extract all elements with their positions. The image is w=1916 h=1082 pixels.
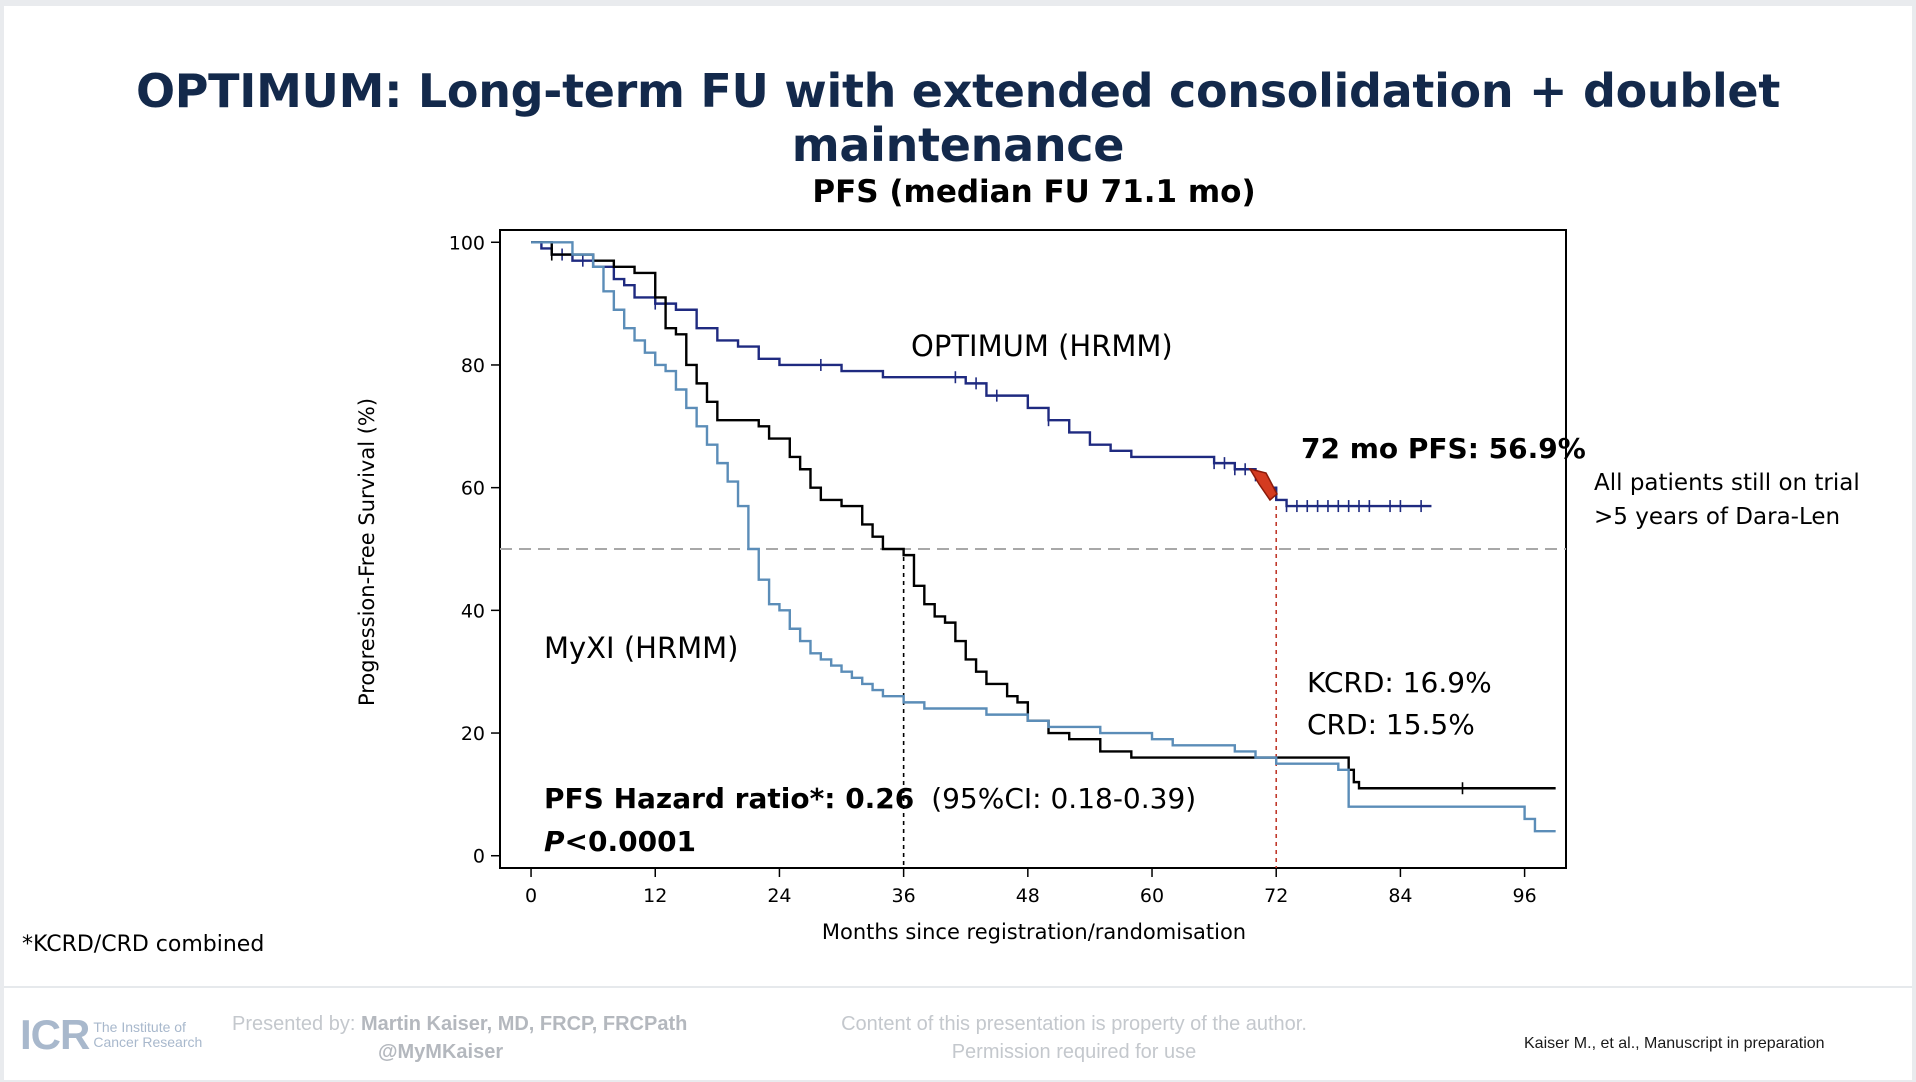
p-value: P<0.0001 — [544, 825, 696, 858]
property-notice: Content of this presentation is property… — [794, 1010, 1354, 1066]
y-tick-label-60: 60 — [461, 478, 485, 500]
x-tick-label-36: 36 — [892, 885, 916, 907]
km-curve-optimum-hrmm — [531, 241, 1432, 508]
x-tick-label-0: 0 — [525, 885, 537, 907]
side-note-line1: All patients still on trial — [1594, 470, 1860, 496]
institute-line1: The Institute of — [93, 1019, 186, 1035]
presenter-name: Martin Kaiser, MD, FRCP, FRCPath — [360, 1013, 688, 1035]
y-tick-label-80: 80 — [461, 355, 485, 377]
side-note: All patients still on trial >5 years of … — [1594, 466, 1860, 534]
x-tick-label-12: 12 — [643, 885, 667, 907]
slide: OPTIMUM: Long-term FU with extended cons… — [4, 6, 1912, 1080]
icr-logo: ICR The Institute of Cancer Research — [20, 1011, 202, 1059]
y-tick-label-0: 0 — [473, 846, 485, 868]
kcrd-label: KCRD: 16.9% — [1307, 666, 1492, 699]
y-tick-label-100: 100 — [449, 232, 485, 254]
x-tick-label-84: 84 — [1388, 885, 1412, 907]
presenter-credit: Presented by: Martin Kaiser, MD, FRCP, F… — [232, 1010, 752, 1066]
crd-label: CRD: 15.5% — [1307, 708, 1475, 741]
optimum-label: OPTIMUM (HRMM) — [911, 329, 1173, 363]
km-chart: PFS (median FU 71.1 mo) 0 12 24 36 48 60 72 84 9… — [355, 174, 1586, 944]
x-tick-label-96: 96 — [1513, 885, 1537, 907]
km-curve-kcrd-crd — [531, 241, 1556, 790]
hazard-ratio: PFS Hazard ratio*: 0.26 (95%CI: 0.18-0.3… — [544, 782, 1196, 815]
x-tick-label-48: 48 — [1016, 885, 1040, 907]
x-tick-label-24: 24 — [767, 885, 791, 907]
myxi-label: MyXI (HRMM) — [544, 631, 738, 665]
p-value-symbol: P — [544, 825, 565, 858]
x-axis-label: Months since registration/randomisation — [822, 920, 1246, 944]
institute-line2: Cancer Research — [93, 1034, 203, 1050]
pointer-cursor-icon — [1248, 467, 1278, 502]
citation: Kaiser M., et al., Manuscript in prepara… — [1524, 1035, 1825, 1052]
institute-name: The Institute of Cancer Research — [93, 1020, 202, 1050]
slide-title: OPTIMUM: Long-term FU with extended cons… — [135, 64, 1781, 172]
y-tick-label-40: 40 — [461, 600, 485, 622]
property-line1: Content of this presentation is property… — [841, 1013, 1307, 1035]
property-line2: Permission required for use — [951, 1041, 1197, 1063]
presented-prefix: Presented by: — [232, 1013, 356, 1035]
chart-title: PFS (median FU 71.1 mo) — [812, 174, 1255, 210]
pfs72-label: 72 mo PFS: 56.9% — [1301, 432, 1586, 465]
side-note-line2: >5 years of Dara-Len — [1594, 504, 1841, 530]
footnote: *KCRD/CRD combined — [22, 932, 265, 957]
x-tick-label-60: 60 — [1140, 885, 1164, 907]
p-value-number: <0.0001 — [565, 825, 697, 858]
y-tick-label-20: 20 — [461, 723, 485, 745]
x-tick-label-72: 72 — [1264, 885, 1288, 907]
km-curve-myxi-hrmm — [531, 241, 1556, 833]
footer — [4, 986, 1912, 1080]
hazard-ratio-ci: (95%CI: 0.18-0.39) — [931, 782, 1196, 815]
presenter-handle: @MyMKaiser — [378, 1041, 504, 1063]
icr-logo-text: ICR — [20, 1011, 90, 1058]
hazard-ratio-value: PFS Hazard ratio*: 0.26 — [544, 782, 914, 815]
y-axis-label: Progression-Free Survival (%) — [355, 398, 379, 706]
